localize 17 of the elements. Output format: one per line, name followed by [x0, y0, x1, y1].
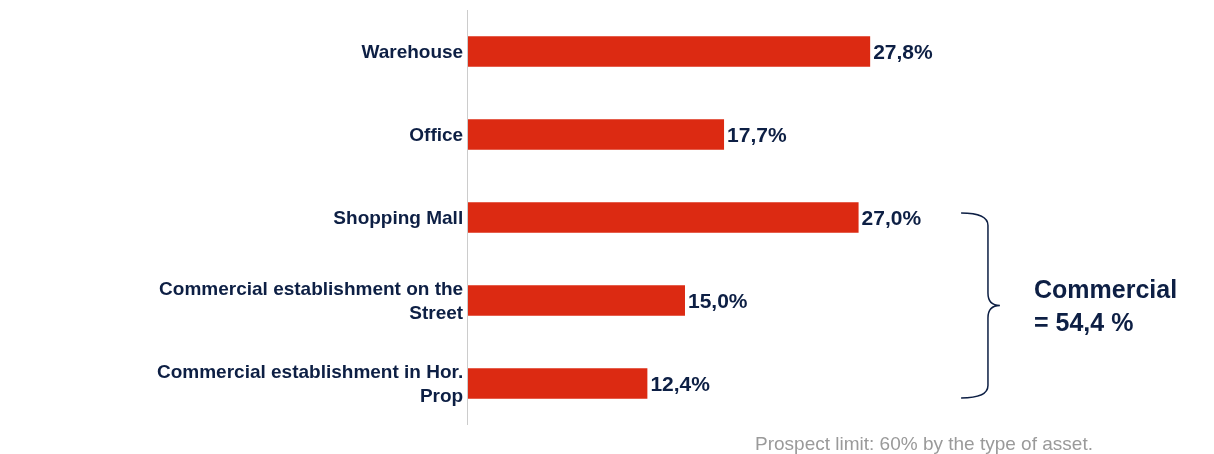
y-tick-label: Office: [409, 124, 464, 146]
y-tick-label: Commercial establishment in Hor. Prop: [157, 360, 464, 407]
text: Prospect limit: 60% by the type of asset.: [755, 433, 1093, 454]
bar: [468, 368, 648, 399]
bar: [468, 36, 871, 67]
data-label: 17,7%: [727, 123, 787, 147]
y-tick-label: Warehouse: [361, 41, 464, 63]
bar: [468, 285, 685, 316]
data-label: 15,0%: [687, 289, 748, 313]
data-label: 27,8%: [873, 40, 934, 64]
bar: [468, 119, 725, 150]
data-label: 12,4%: [650, 372, 711, 395]
y-tick-label: Shopping Mall: [333, 207, 464, 229]
bar: [468, 202, 859, 233]
text: Commercial = 54,4 %: [1034, 275, 1178, 336]
y-tick-label: Commercial establishment on the Street: [159, 277, 464, 324]
data-label: 27,0%: [861, 206, 922, 230]
